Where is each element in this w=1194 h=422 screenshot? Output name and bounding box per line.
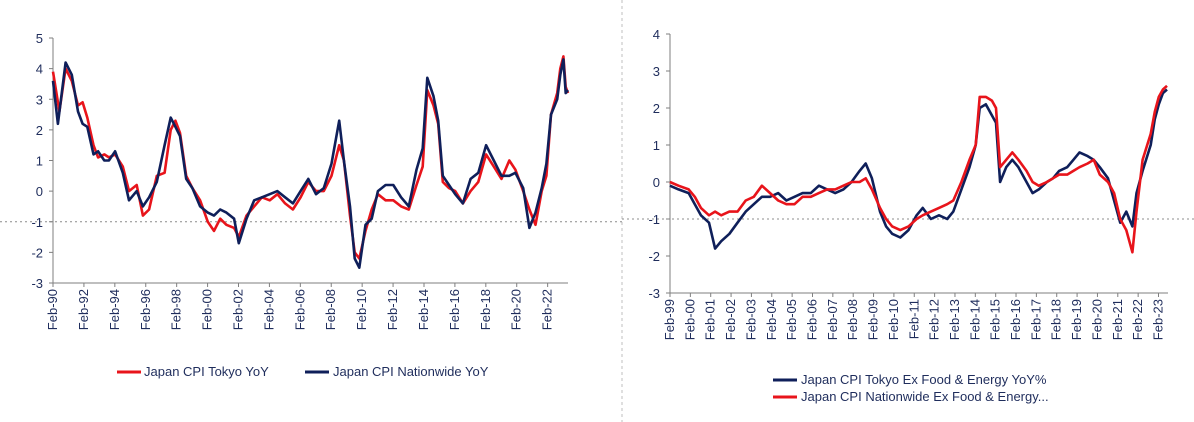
legend-label-nationwide-ex-fe: Japan CPI Nationwide Ex Food & Energy... [801,389,1049,404]
x-tick-label: Feb-98 [169,289,184,330]
series-line-1 [51,58,570,269]
x-tick-label: Feb-03 [743,299,758,340]
legend-label-tokyo-ex-fe: Japan CPI Tokyo Ex Food & Energy YoY% [801,372,1047,387]
x-tick-label: Feb-16 [447,289,462,330]
x-tick-label: Feb-02 [230,289,245,330]
y-tick-label: 4 [653,27,660,42]
x-tick-label: Feb-14 [416,289,431,330]
x-tick-label: Feb-12 [385,289,400,330]
legend-label-tokyo-yoy: Japan CPI Tokyo YoY [144,364,269,379]
legend-left: Japan CPI Tokyo YoY Japan CPI Nationwide… [117,364,489,379]
x-tick-label: Feb-06 [292,289,307,330]
x-tick-label: Feb-92 [76,289,91,330]
x-tick-label: Feb-10 [886,299,901,340]
x-tick-label: Feb-18 [478,289,493,330]
x-tick-label: Feb-00 [682,299,697,340]
x-tick-label: Feb-04 [764,299,779,340]
x-tick-label: Feb-08 [845,299,860,340]
x-tick-label: Feb-06 [804,299,819,340]
x-tick-label: Feb-05 [784,299,799,340]
x-tick-label: Feb-12 [927,299,942,340]
x-tick-label: Feb-08 [323,289,338,330]
x-tick-label: Feb-00 [200,289,215,330]
x-tick-label: Feb-23 [1151,299,1166,340]
legend-label-nationwide-yoy: Japan CPI Nationwide YoY [333,364,489,379]
y-tick-label: 2 [653,101,660,116]
x-tick-label: Feb-94 [107,289,122,330]
y-tick-label: -3 [648,286,660,301]
x-tick-label: Feb-04 [261,289,276,330]
series-line-0 [51,55,570,260]
chart-left: -3 -2 -1 0 1 2 3 4 5 Feb-90 Feb-92 Feb-94 Feb-96 Feb-… [0,31,622,330]
x-tick-label: Feb-07 [825,299,840,340]
y-tick-label: 5 [36,31,43,46]
y-tick-label: 1 [36,154,43,169]
x-tick-label: Feb-02 [723,299,738,340]
y-tick-label: 3 [653,64,660,79]
y-tick-label: -1 [31,215,43,230]
series-line-1 [669,84,1168,254]
x-tick-label: Feb-01 [703,299,718,340]
y-tick-label: 2 [36,123,43,138]
y-tick-label: -2 [648,249,660,264]
x-tick-label: Feb-13 [947,299,962,340]
x-tick-label: Feb-16 [1008,299,1023,340]
y-tick-label: 1 [653,138,660,153]
y-tick-label: 0 [36,184,43,199]
chart-right: -3 -2 -1 0 1 2 3 4 Feb-99 Feb-00 Feb-01 Feb-02 Feb-0… [622,27,1194,340]
y-tick-label: 3 [36,92,43,107]
x-tick-label: Feb-22 [540,289,555,330]
x-tick-label: Feb-15 [988,299,1003,340]
x-tick-label: Feb-99 [662,299,677,340]
y-tick-label: -3 [31,276,43,291]
x-tick-label: Feb-11 [906,299,921,339]
legend-right: Japan CPI Tokyo Ex Food & Energy YoY% Ja… [773,372,1049,404]
x-tick-label: Feb-21 [1110,299,1125,340]
x-tick-label: Feb-17 [1028,299,1043,340]
x-tick-label: Feb-20 [1089,299,1104,340]
x-tick-label: Feb-90 [45,289,60,330]
y-tick-label: -2 [31,245,43,260]
y-tick-label: 4 [36,62,43,77]
x-tick-label: Feb-09 [866,299,881,340]
x-tick-label: Feb-10 [354,289,369,330]
x-tick-label: Feb-22 [1130,299,1145,340]
series-line-0 [669,88,1168,250]
y-tick-label: -1 [648,212,660,227]
x-tick-label: Feb-14 [967,299,982,340]
x-tick-label: Feb-18 [1049,299,1064,340]
x-tick-label: Feb-19 [1069,299,1084,340]
y-tick-label: 0 [653,175,660,190]
x-tick-label: Feb-96 [138,289,153,330]
x-tick-label: Feb-20 [509,289,524,330]
